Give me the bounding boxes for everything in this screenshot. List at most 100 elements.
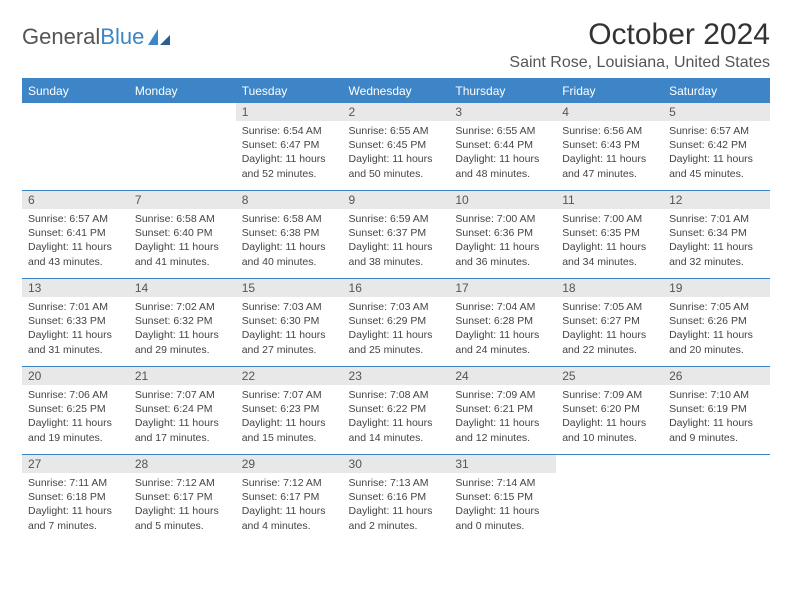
day-number: 24: [449, 367, 556, 385]
calendar-week-row: 20Sunrise: 7:06 AMSunset: 6:25 PMDayligh…: [22, 367, 770, 455]
day-number: 26: [663, 367, 770, 385]
logo: GeneralBlue: [22, 18, 172, 50]
calendar-day-cell: ..: [663, 455, 770, 543]
day-number: 14: [129, 279, 236, 297]
day-details: Sunrise: 7:06 AMSunset: 6:25 PMDaylight:…: [22, 385, 129, 448]
calendar-day-cell: 21Sunrise: 7:07 AMSunset: 6:24 PMDayligh…: [129, 367, 236, 455]
day-number: 29: [236, 455, 343, 473]
day-number: 12: [663, 191, 770, 209]
day-details: Sunrise: 7:00 AMSunset: 6:35 PMDaylight:…: [556, 209, 663, 272]
day-number: 25: [556, 367, 663, 385]
day-number: 23: [343, 367, 450, 385]
day-number: 16: [343, 279, 450, 297]
day-number: 9: [343, 191, 450, 209]
day-details: Sunrise: 7:03 AMSunset: 6:30 PMDaylight:…: [236, 297, 343, 360]
day-number: 7: [129, 191, 236, 209]
calendar-day-cell: 15Sunrise: 7:03 AMSunset: 6:30 PMDayligh…: [236, 279, 343, 367]
calendar-day-cell: 14Sunrise: 7:02 AMSunset: 6:32 PMDayligh…: [129, 279, 236, 367]
day-details: Sunrise: 6:58 AMSunset: 6:40 PMDaylight:…: [129, 209, 236, 272]
calendar-day-cell: 11Sunrise: 7:00 AMSunset: 6:35 PMDayligh…: [556, 191, 663, 279]
day-number: 27: [22, 455, 129, 473]
day-number: 20: [22, 367, 129, 385]
header: GeneralBlue October 2024 Saint Rose, Lou…: [22, 18, 770, 72]
weekday-header: Wednesday: [343, 79, 450, 103]
day-details: Sunrise: 7:05 AMSunset: 6:27 PMDaylight:…: [556, 297, 663, 360]
day-details: Sunrise: 6:54 AMSunset: 6:47 PMDaylight:…: [236, 121, 343, 184]
calendar-day-cell: 29Sunrise: 7:12 AMSunset: 6:17 PMDayligh…: [236, 455, 343, 543]
day-details: Sunrise: 6:59 AMSunset: 6:37 PMDaylight:…: [343, 209, 450, 272]
weekday-header: Friday: [556, 79, 663, 103]
calendar-day-cell: 3Sunrise: 6:55 AMSunset: 6:44 PMDaylight…: [449, 103, 556, 191]
day-details: Sunrise: 6:58 AMSunset: 6:38 PMDaylight:…: [236, 209, 343, 272]
day-number: 31: [449, 455, 556, 473]
page-title: October 2024: [509, 18, 770, 52]
day-details: Sunrise: 7:03 AMSunset: 6:29 PMDaylight:…: [343, 297, 450, 360]
day-details: Sunrise: 7:05 AMSunset: 6:26 PMDaylight:…: [663, 297, 770, 360]
day-details: Sunrise: 7:11 AMSunset: 6:18 PMDaylight:…: [22, 473, 129, 536]
calendar-day-cell: 9Sunrise: 6:59 AMSunset: 6:37 PMDaylight…: [343, 191, 450, 279]
day-number: 13: [22, 279, 129, 297]
calendar-body: .... 1Sunrise: 6:54 AMSunset: 6:47 PMDayl…: [22, 103, 770, 543]
day-number: 21: [129, 367, 236, 385]
day-number: 22: [236, 367, 343, 385]
day-number: 17: [449, 279, 556, 297]
calendar-day-cell: 18Sunrise: 7:05 AMSunset: 6:27 PMDayligh…: [556, 279, 663, 367]
calendar-day-cell: 5Sunrise: 6:57 AMSunset: 6:42 PMDaylight…: [663, 103, 770, 191]
calendar-day-cell: 23Sunrise: 7:08 AMSunset: 6:22 PMDayligh…: [343, 367, 450, 455]
day-details: Sunrise: 6:55 AMSunset: 6:45 PMDaylight:…: [343, 121, 450, 184]
weekday-header-row: SundayMondayTuesdayWednesdayThursdayFrid…: [22, 79, 770, 103]
day-number: 2: [343, 103, 450, 121]
day-number: 30: [343, 455, 450, 473]
day-details: Sunrise: 7:10 AMSunset: 6:19 PMDaylight:…: [663, 385, 770, 448]
calendar-day-cell: 13Sunrise: 7:01 AMSunset: 6:33 PMDayligh…: [22, 279, 129, 367]
calendar-day-cell: 27Sunrise: 7:11 AMSunset: 6:18 PMDayligh…: [22, 455, 129, 543]
day-number: 8: [236, 191, 343, 209]
day-number: 3: [449, 103, 556, 121]
calendar-day-cell: 24Sunrise: 7:09 AMSunset: 6:21 PMDayligh…: [449, 367, 556, 455]
calendar-day-cell: ..: [22, 103, 129, 191]
day-details: Sunrise: 7:00 AMSunset: 6:36 PMDaylight:…: [449, 209, 556, 272]
day-number: 6: [22, 191, 129, 209]
day-details: Sunrise: 7:04 AMSunset: 6:28 PMDaylight:…: [449, 297, 556, 360]
day-number: 5: [663, 103, 770, 121]
calendar-week-row: ....1Sunrise: 6:54 AMSunset: 6:47 PMDayl…: [22, 103, 770, 191]
calendar-day-cell: 19Sunrise: 7:05 AMSunset: 6:26 PMDayligh…: [663, 279, 770, 367]
day-details: Sunrise: 7:01 AMSunset: 6:34 PMDaylight:…: [663, 209, 770, 272]
calendar-day-cell: 6Sunrise: 6:57 AMSunset: 6:41 PMDaylight…: [22, 191, 129, 279]
day-details: Sunrise: 7:07 AMSunset: 6:24 PMDaylight:…: [129, 385, 236, 448]
calendar-week-row: 6Sunrise: 6:57 AMSunset: 6:41 PMDaylight…: [22, 191, 770, 279]
title-block: October 2024 Saint Rose, Louisiana, Unit…: [509, 18, 770, 72]
day-number: 4: [556, 103, 663, 121]
weekday-header: Saturday: [663, 79, 770, 103]
day-details: Sunrise: 7:13 AMSunset: 6:16 PMDaylight:…: [343, 473, 450, 536]
day-number: 1: [236, 103, 343, 121]
calendar-day-cell: 30Sunrise: 7:13 AMSunset: 6:16 PMDayligh…: [343, 455, 450, 543]
day-number: 19: [663, 279, 770, 297]
day-number: 11: [556, 191, 663, 209]
logo-sail-icon: [146, 27, 172, 47]
day-details: Sunrise: 7:09 AMSunset: 6:21 PMDaylight:…: [449, 385, 556, 448]
calendar-day-cell: 1Sunrise: 6:54 AMSunset: 6:47 PMDaylight…: [236, 103, 343, 191]
day-details: Sunrise: 6:57 AMSunset: 6:42 PMDaylight:…: [663, 121, 770, 184]
day-details: Sunrise: 7:12 AMSunset: 6:17 PMDaylight:…: [236, 473, 343, 536]
calendar-day-cell: 28Sunrise: 7:12 AMSunset: 6:17 PMDayligh…: [129, 455, 236, 543]
day-number: 18: [556, 279, 663, 297]
calendar-day-cell: 22Sunrise: 7:07 AMSunset: 6:23 PMDayligh…: [236, 367, 343, 455]
day-details: Sunrise: 7:02 AMSunset: 6:32 PMDaylight:…: [129, 297, 236, 360]
calendar-day-cell: 2Sunrise: 6:55 AMSunset: 6:45 PMDaylight…: [343, 103, 450, 191]
weekday-header: Monday: [129, 79, 236, 103]
day-details: Sunrise: 7:09 AMSunset: 6:20 PMDaylight:…: [556, 385, 663, 448]
calendar-week-row: 27Sunrise: 7:11 AMSunset: 6:18 PMDayligh…: [22, 455, 770, 543]
weekday-header: Tuesday: [236, 79, 343, 103]
location-text: Saint Rose, Louisiana, United States: [509, 54, 770, 72]
day-details: Sunrise: 6:56 AMSunset: 6:43 PMDaylight:…: [556, 121, 663, 184]
weekday-header: Sunday: [22, 79, 129, 103]
day-details: Sunrise: 7:01 AMSunset: 6:33 PMDaylight:…: [22, 297, 129, 360]
day-number: 28: [129, 455, 236, 473]
calendar-day-cell: ..: [556, 455, 663, 543]
day-details: Sunrise: 6:57 AMSunset: 6:41 PMDaylight:…: [22, 209, 129, 272]
calendar-day-cell: 7Sunrise: 6:58 AMSunset: 6:40 PMDaylight…: [129, 191, 236, 279]
calendar-day-cell: 8Sunrise: 6:58 AMSunset: 6:38 PMDaylight…: [236, 191, 343, 279]
logo-text-2: Blue: [100, 24, 144, 50]
calendar-day-cell: 4Sunrise: 6:56 AMSunset: 6:43 PMDaylight…: [556, 103, 663, 191]
